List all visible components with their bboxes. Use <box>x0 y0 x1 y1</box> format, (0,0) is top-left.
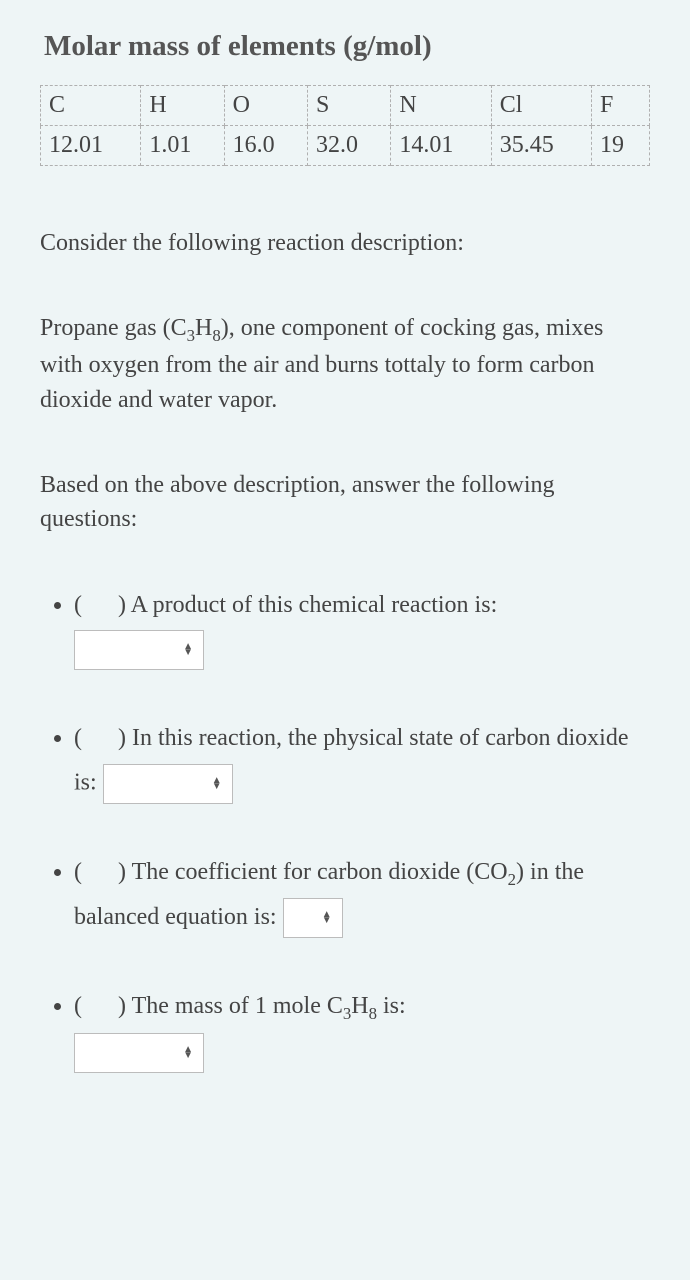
question-item: ( ) The coefficient for carbon dioxide (… <box>74 854 650 945</box>
section-title: Molar mass of elements (g/mol) <box>40 30 650 63</box>
question-item: ( ) The mass of 1 mole C3H8 is: ▲▼ <box>74 988 650 1079</box>
reaction-description: Propane gas (C3H8), one component of coc… <box>40 311 650 418</box>
molar-mass-table: C H O S N Cl F 12.01 1.01 16.0 32.0 14.0… <box>40 85 650 166</box>
intro-text: Consider the following reaction descript… <box>40 226 650 261</box>
table-cell: O <box>224 86 307 126</box>
answer-select[interactable]: ▲▼ <box>74 630 204 670</box>
question-list: ( ) A product of this chemical reaction … <box>40 587 650 1079</box>
table-cell: 35.45 <box>491 126 591 166</box>
text: H <box>195 315 212 341</box>
stepper-icon: ▲▼ <box>322 912 332 924</box>
points-blank: ( ) <box>74 725 126 751</box>
table-cell: S <box>308 86 391 126</box>
text: H <box>351 993 368 1019</box>
answer-select[interactable]: ▲▼ <box>103 764 233 804</box>
question-item: ( ) In this reaction, the physical state… <box>74 720 650 809</box>
stepper-icon: ▲▼ <box>183 1047 193 1059</box>
text: The mass of 1 mole C <box>132 993 343 1019</box>
question-item: ( ) A product of this chemical reaction … <box>74 587 650 676</box>
subscript: 8 <box>212 326 220 345</box>
stepper-icon: ▲▼ <box>183 644 193 656</box>
answer-select[interactable]: ▲▼ <box>283 898 343 938</box>
subscript: 3 <box>343 1004 351 1023</box>
subscript: 2 <box>508 869 516 888</box>
points-blank: ( ) <box>74 859 126 885</box>
text: Propane gas (C <box>40 315 187 341</box>
question-text: The mass of 1 mole C3H8 is: <box>132 993 406 1019</box>
question-text: A product of this chemical reaction is: <box>131 592 498 618</box>
subscript: 8 <box>369 1004 377 1023</box>
table-row: 12.01 1.01 16.0 32.0 14.01 35.45 19 <box>41 126 650 166</box>
answer-select[interactable]: ▲▼ <box>74 1033 204 1073</box>
table-cell: 12.01 <box>41 126 141 166</box>
subscript: 3 <box>187 326 195 345</box>
table-cell: 1.01 <box>141 126 224 166</box>
table-row: C H O S N Cl F <box>41 86 650 126</box>
lead-text: Based on the above description, answer t… <box>40 468 650 538</box>
text: The coefficient for carbon dioxide (CO <box>132 859 508 885</box>
table-cell: 14.01 <box>391 126 491 166</box>
table-cell: 19 <box>592 126 650 166</box>
table-cell: 16.0 <box>224 126 307 166</box>
table-cell: N <box>391 86 491 126</box>
points-blank: ( ) <box>74 592 126 618</box>
table-cell: C <box>41 86 141 126</box>
stepper-icon: ▲▼ <box>212 778 222 790</box>
table-cell: H <box>141 86 224 126</box>
table-cell: Cl <box>491 86 591 126</box>
table-cell: F <box>592 86 650 126</box>
text: is: <box>377 993 406 1019</box>
points-blank: ( ) <box>74 993 126 1019</box>
table-cell: 32.0 <box>308 126 391 166</box>
